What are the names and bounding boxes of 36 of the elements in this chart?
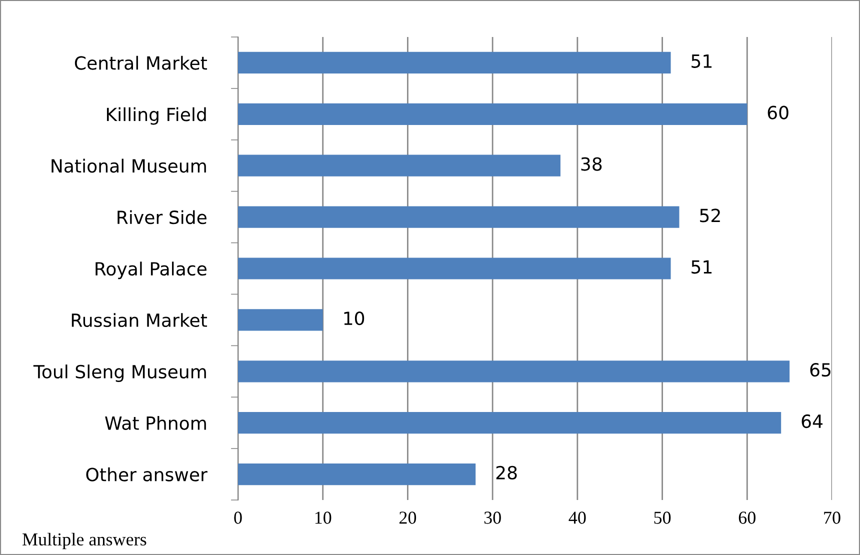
y-tick-label: Royal Palace [96, 262, 206, 280]
y-tick-label: Wat Phnom [105, 416, 206, 430]
text: Multiple answers [22, 532, 146, 550]
bar [238, 463, 476, 486]
bar [238, 103, 748, 125]
x-tick-label: 10 [315, 512, 332, 524]
y-tick-label: Central Market [74, 56, 208, 70]
x-tick-label: 30 [484, 512, 501, 524]
y-tick-label: Other answer [86, 467, 208, 482]
data-label: 52 [700, 208, 720, 222]
x-tick-label: 60 [738, 512, 756, 524]
x-tick-label: 70 [824, 512, 840, 524]
data-label: 10 [344, 312, 364, 326]
y-tick-label: River Side [118, 210, 206, 224]
x-tick-label: 50 [654, 512, 671, 524]
bar [238, 309, 323, 331]
y-tick-label: Toul Sleng Museum [33, 364, 206, 382]
bar [238, 412, 782, 434]
y-tick-label: Russian Market [72, 313, 208, 328]
bar [238, 206, 680, 228]
y-tick-label: Killing Field [106, 107, 206, 125]
data-label: 38 [581, 157, 602, 171]
data-label: 60 [768, 106, 788, 120]
data-label: 51 [692, 54, 712, 68]
x-tick-label: 0 [234, 512, 242, 524]
data-label: 28 [496, 466, 517, 480]
bar [238, 258, 671, 280]
y-tick-label: National Museum [52, 158, 206, 173]
x-tick-label: 40 [568, 512, 586, 524]
bar [238, 360, 790, 382]
data-label: 65 [810, 362, 830, 377]
data-label: 64 [802, 414, 822, 428]
bar [238, 154, 560, 176]
bar [238, 52, 671, 74]
x-tick-label: 20 [399, 512, 416, 524]
data-label: 51 [692, 260, 712, 274]
